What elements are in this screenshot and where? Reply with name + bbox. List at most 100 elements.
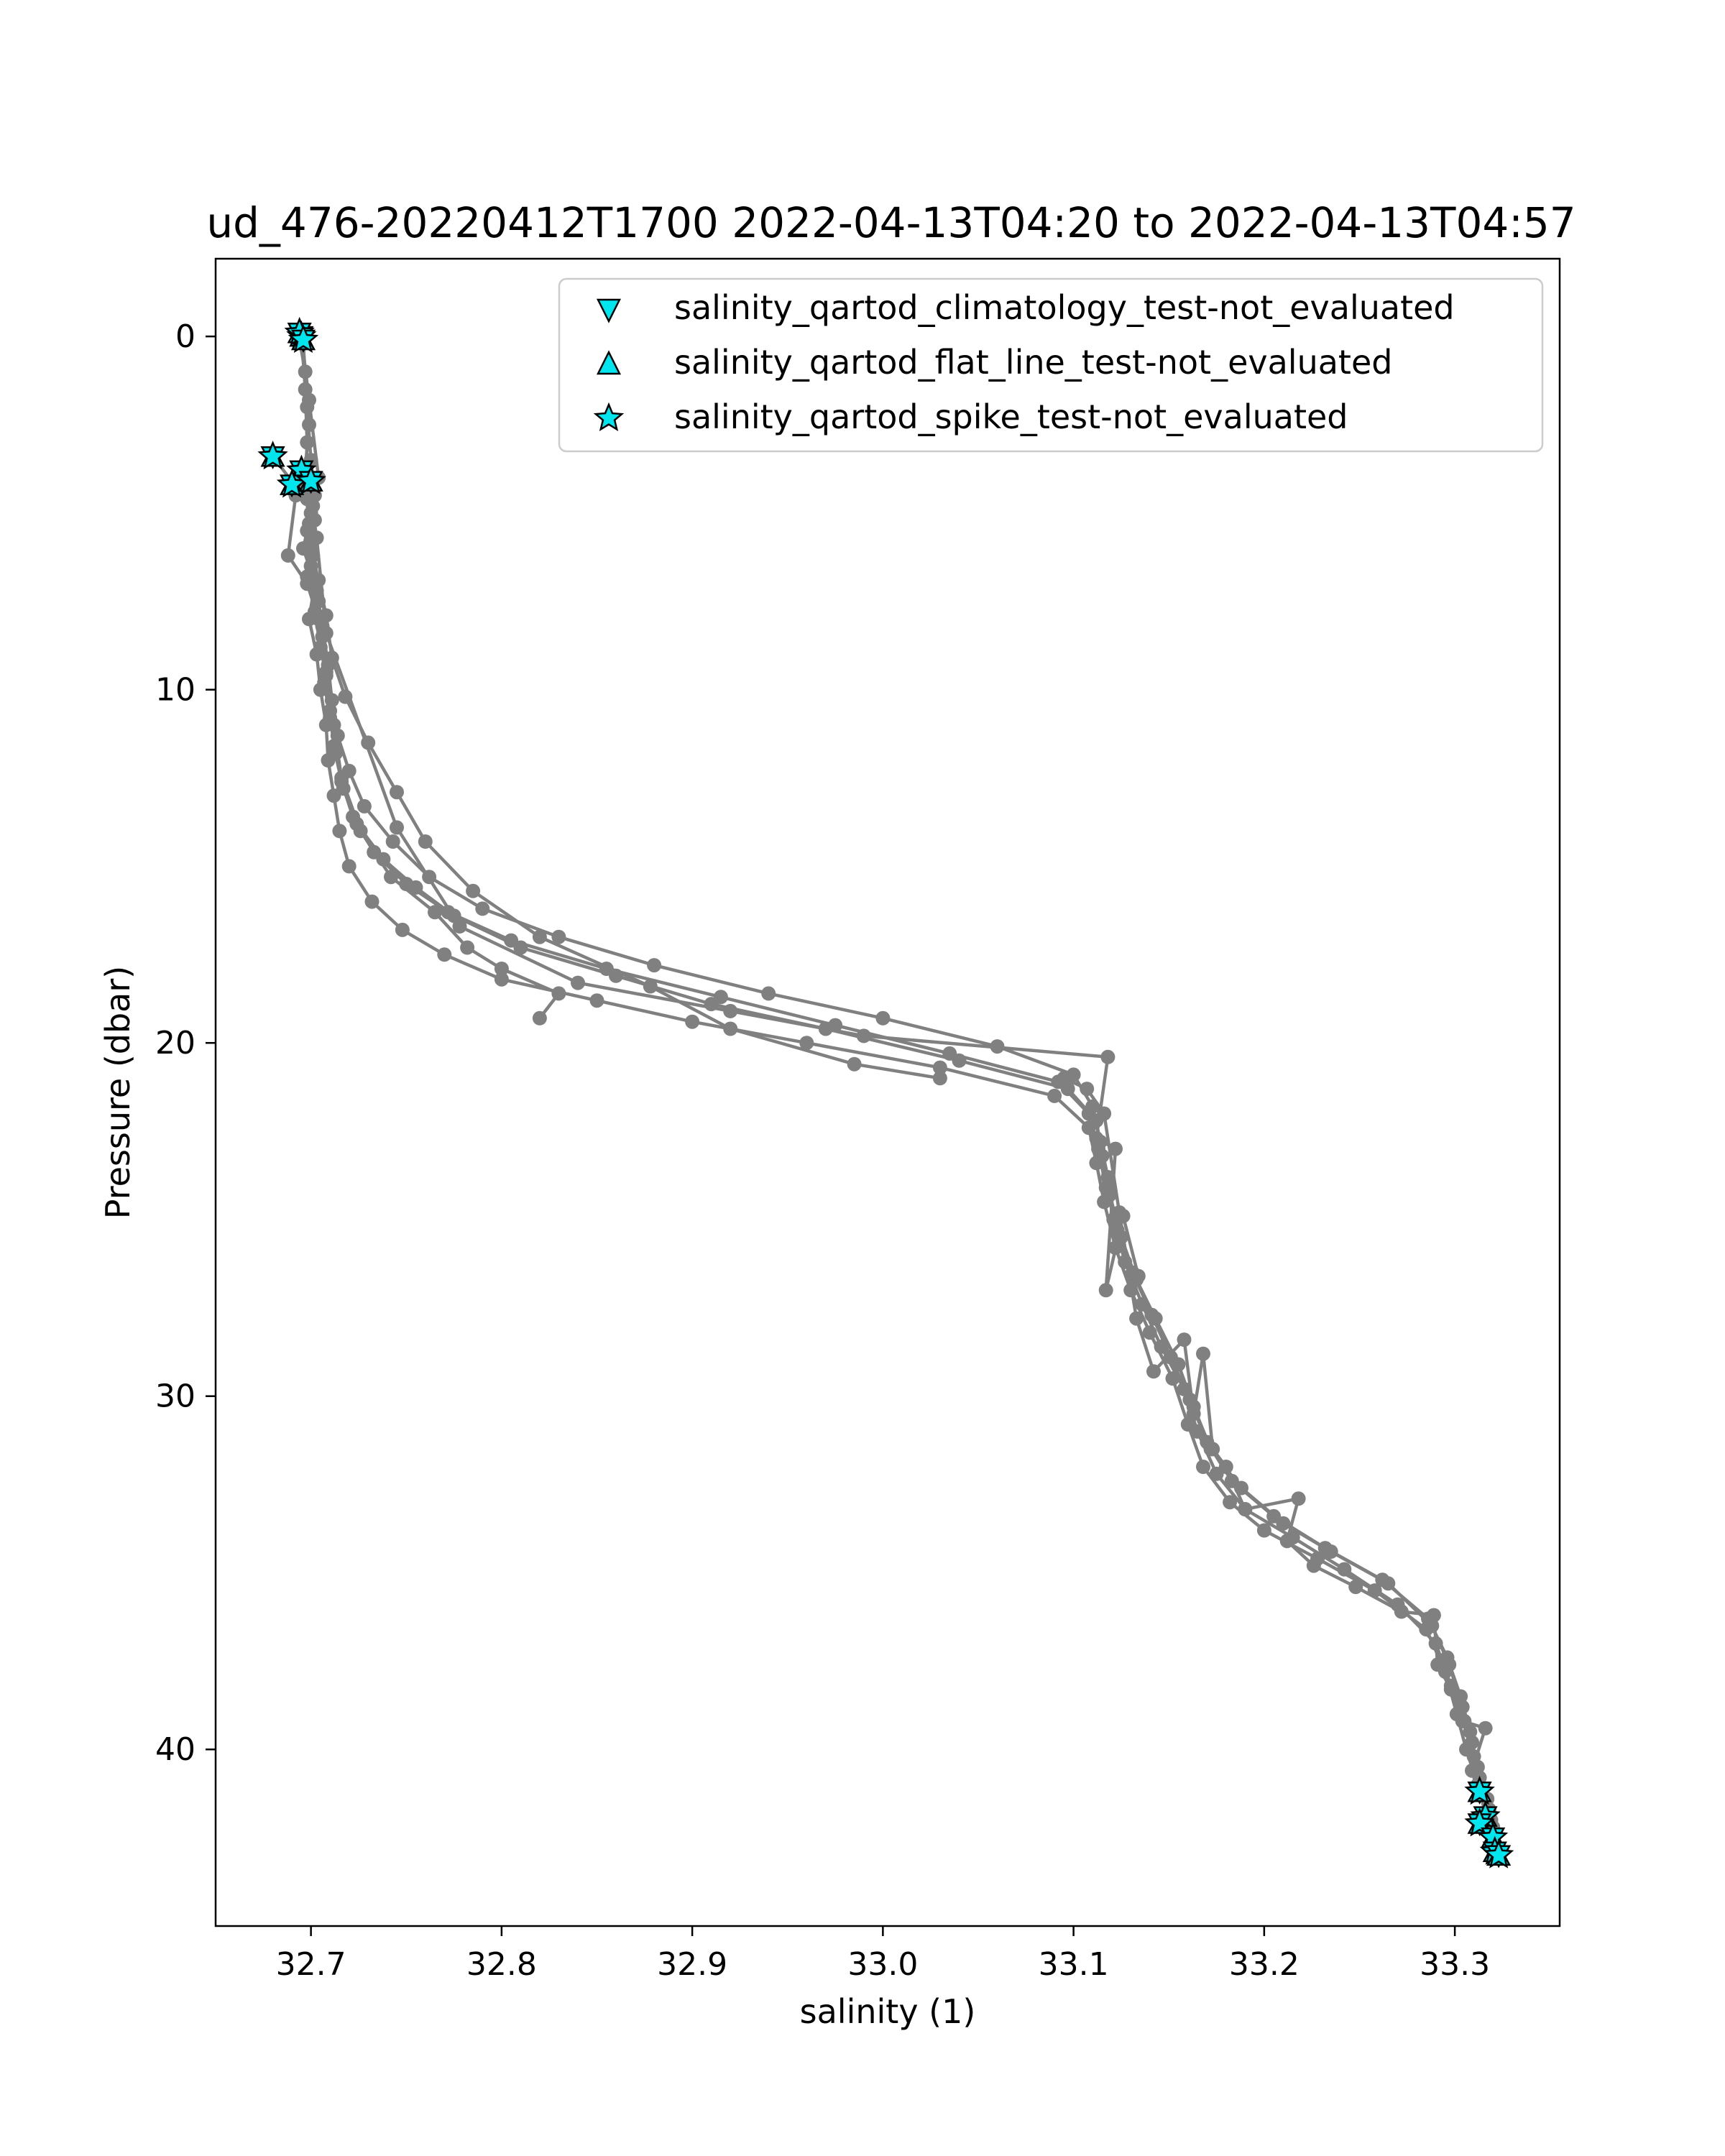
legend-label: salinity_qartod_climatology_test-not_eva… — [674, 288, 1455, 327]
profile-point — [551, 986, 566, 1001]
profile-point — [390, 820, 404, 835]
profile-point — [1430, 1657, 1445, 1672]
profile-point — [1100, 1049, 1116, 1064]
profile-point — [1097, 1106, 1112, 1121]
profile-point — [1163, 1350, 1178, 1365]
profile-point — [1478, 1720, 1493, 1736]
y-tick-label: 30 — [155, 1378, 196, 1415]
profile-point — [318, 626, 334, 640]
profile-point — [1375, 1572, 1390, 1588]
profile-point — [856, 1028, 871, 1044]
profile-point — [589, 993, 604, 1008]
profile-point — [303, 541, 318, 556]
profile-point — [1131, 1268, 1146, 1284]
profile-point — [713, 990, 728, 1005]
profile-point — [1186, 1406, 1201, 1422]
profile-point — [532, 929, 547, 944]
profile-point — [1455, 1713, 1470, 1728]
profile-point — [341, 859, 356, 874]
triangle-down-marker — [596, 298, 622, 323]
profile-point — [571, 975, 585, 990]
profile-point — [1279, 1534, 1294, 1549]
profile-point — [494, 972, 509, 987]
profile-point — [385, 834, 400, 849]
profile-point — [1394, 1604, 1409, 1619]
profile-point — [1463, 1724, 1478, 1739]
spike-flag-marker — [257, 441, 288, 470]
profile-point — [437, 947, 452, 962]
star-marker — [593, 402, 625, 432]
profile-point — [1144, 1307, 1159, 1322]
profile-point — [847, 1056, 862, 1072]
profile-point — [1205, 1442, 1220, 1457]
profile-line — [309, 498, 1140, 1292]
legend-entry-spike: salinity_qartod_spike_test-not_evaluated — [593, 397, 1348, 436]
profile-point — [302, 392, 316, 407]
profile-point — [1317, 1541, 1333, 1556]
plot-area — [214, 257, 1561, 1927]
profile-point — [475, 901, 490, 916]
profile-point — [932, 1071, 947, 1086]
x-tick-label: 33.3 — [1420, 1946, 1490, 1983]
x-tick-label: 33.1 — [1039, 1946, 1109, 1983]
profile-line — [271, 455, 561, 1020]
profile-point — [1047, 1088, 1062, 1103]
profile-point — [723, 1003, 738, 1018]
profile-point — [932, 1060, 947, 1075]
profile-point — [1129, 1311, 1144, 1326]
profile-point — [428, 905, 442, 920]
profile-point — [318, 665, 334, 680]
profile-point — [309, 530, 324, 545]
profile-point — [1196, 1346, 1210, 1361]
legend-box — [558, 277, 1544, 453]
profile-point — [532, 1010, 547, 1026]
triangle-up-marker — [596, 350, 622, 375]
legend-entry-climatology: salinity_qartod_climatology_test-not_eva… — [596, 288, 1455, 327]
profile-point — [418, 834, 433, 849]
profile-point — [1146, 1364, 1161, 1379]
profile-point — [1080, 1082, 1095, 1097]
flag-layer — [257, 316, 1514, 1869]
profile-point — [494, 962, 509, 976]
profile-point — [1443, 1682, 1458, 1697]
profile-point — [1223, 1495, 1238, 1510]
profile-point — [1081, 1106, 1096, 1121]
profile-point — [1256, 1523, 1271, 1538]
profile-point — [1238, 1502, 1253, 1516]
spike-flag-marker — [288, 323, 319, 354]
profile-point — [460, 940, 475, 955]
profile-point — [551, 929, 566, 944]
x-tick-label: 33.2 — [1229, 1946, 1300, 1983]
y-tick-label: 20 — [155, 1025, 196, 1061]
profile-point — [1348, 1580, 1363, 1595]
profile-point — [875, 1010, 891, 1026]
profile-point — [1196, 1460, 1210, 1474]
profile-point — [1098, 1180, 1113, 1195]
legend: salinity_qartod_climatology_test-not_eva… — [558, 277, 1544, 453]
profile-point — [1306, 1558, 1321, 1573]
profile-point — [356, 798, 372, 814]
x-tick-label: 33.0 — [847, 1946, 918, 1983]
profile-point — [334, 770, 349, 786]
profile-point — [466, 883, 481, 898]
profile-point — [395, 922, 410, 937]
profile-point — [761, 986, 776, 1001]
profile-point — [643, 979, 658, 994]
profile-point — [1108, 1141, 1123, 1156]
profile-point — [1291, 1491, 1306, 1506]
spike-flag-marker — [1464, 1775, 1495, 1805]
plot-frame — [214, 257, 1561, 1927]
profile-point — [1465, 1763, 1479, 1778]
profile-point — [685, 1014, 700, 1029]
y-axis: 0 10 20 30 40 — [155, 318, 216, 1768]
profile-point — [332, 824, 347, 839]
y-axis-title: Pressure (dbar) — [98, 966, 137, 1219]
chart-title: ud_476-20220412T1700 2022-04-13T04:20 to… — [206, 198, 1576, 247]
series-layer — [265, 329, 1504, 1863]
x-axis-title: salinity (1) — [800, 1992, 976, 2031]
x-tick-label: 32.7 — [276, 1946, 346, 1983]
profile-point — [1426, 1608, 1441, 1623]
profile-point — [280, 548, 295, 563]
legend-label: salinity_qartod_spike_test-not_evaluated — [674, 397, 1348, 436]
y-tick-label: 10 — [155, 672, 196, 709]
